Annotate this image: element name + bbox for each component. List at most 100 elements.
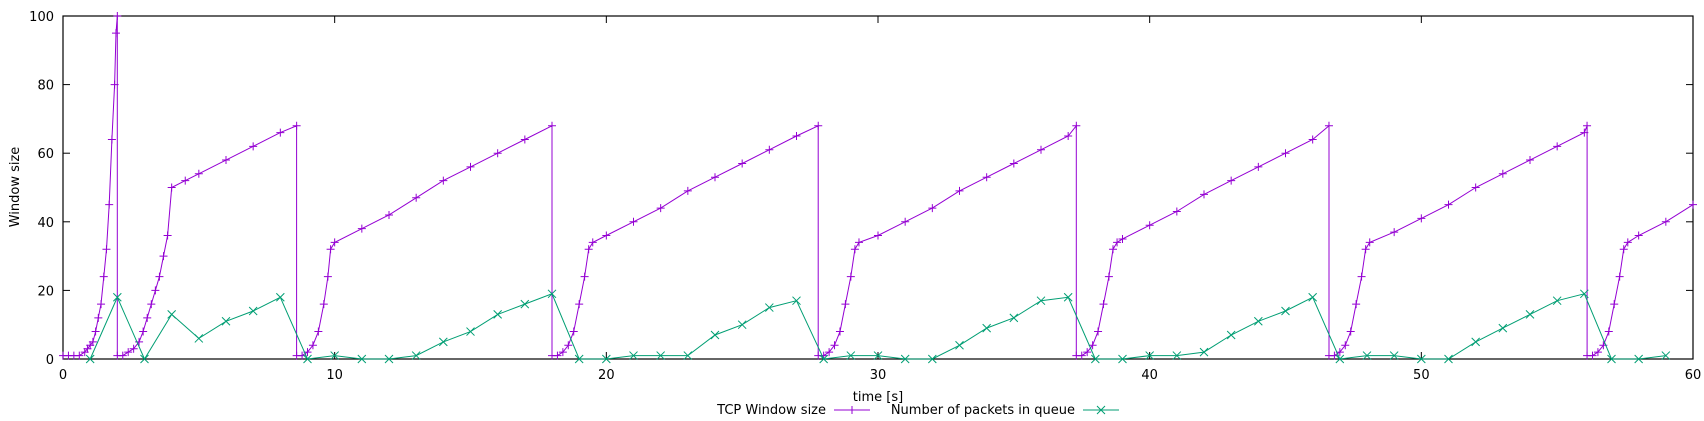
x-axis-label: time [s] [853, 390, 903, 405]
legend: TCP Window size Number of packets in queu… [716, 403, 1119, 418]
data-point [1615, 272, 1624, 281]
data-point [314, 327, 323, 336]
data-point [1416, 354, 1426, 364]
data-point [1094, 327, 1103, 336]
data-point [629, 351, 638, 360]
data-point [85, 354, 95, 364]
legend-label: Number of packets in queue [891, 403, 1075, 418]
data-point [493, 310, 503, 319]
data-point [1552, 296, 1562, 306]
data-point [303, 354, 312, 364]
data-point [493, 149, 502, 158]
data-point [194, 334, 204, 343]
data-point [330, 238, 339, 247]
series-0 [59, 12, 1697, 360]
data-point [1172, 351, 1182, 360]
data-point [75, 351, 84, 360]
y-tick-label: 60 [37, 147, 54, 162]
data-point [411, 351, 421, 360]
data-point [91, 327, 100, 336]
data-point [1361, 245, 1370, 254]
data-point [1145, 351, 1155, 360]
data-point [1036, 296, 1046, 306]
data-point [955, 186, 964, 195]
data-point [1526, 156, 1534, 165]
data-point [466, 327, 475, 336]
data-point [520, 299, 530, 309]
data-point [928, 204, 937, 213]
data-point [1593, 348, 1602, 357]
data-point [118, 351, 127, 360]
data-point [602, 231, 611, 240]
data-point [1064, 132, 1073, 141]
x-tick-label: 30 [870, 368, 887, 383]
data-point [1113, 238, 1122, 247]
data-point [547, 289, 557, 299]
data-point [982, 323, 992, 333]
data-point [575, 300, 584, 309]
data-point [850, 245, 859, 254]
data-point [163, 231, 172, 240]
data-point [841, 300, 850, 309]
series-1 [85, 289, 1671, 364]
data-point [94, 313, 103, 322]
data-point [357, 224, 366, 233]
data-point [1357, 272, 1366, 281]
data-point [1341, 341, 1350, 350]
data-point [1689, 200, 1697, 209]
y-tick-label: 80 [37, 79, 54, 94]
data-point [558, 348, 567, 357]
data-point [167, 310, 177, 319]
data-point [113, 12, 122, 20]
data-point [167, 183, 176, 192]
data-point [466, 162, 475, 171]
data-point [1254, 162, 1263, 171]
data-point [384, 354, 394, 364]
data-point [292, 121, 301, 130]
data-point [1471, 337, 1481, 347]
data-point [249, 142, 258, 151]
data-point [1346, 327, 1355, 336]
data-point [308, 341, 317, 350]
data-point [111, 29, 120, 38]
data-point [1634, 354, 1644, 364]
data-point [1661, 217, 1670, 226]
data-point [982, 173, 991, 182]
data-point [319, 300, 328, 309]
data-point [1498, 323, 1508, 333]
data-point [1335, 354, 1345, 364]
plot-frame [62, 15, 1694, 360]
data-point [222, 156, 230, 165]
x-tick-label: 10 [326, 368, 343, 383]
data-point [1390, 228, 1399, 237]
data-point [584, 245, 593, 254]
data-point [738, 159, 747, 168]
data-point [155, 272, 164, 281]
data-point [439, 176, 448, 185]
data-point [683, 186, 692, 195]
data-point [854, 238, 863, 247]
data-point [1145, 221, 1154, 230]
data-point [159, 252, 168, 261]
data-point [330, 351, 340, 360]
data-point [835, 327, 844, 336]
data-point [553, 351, 562, 360]
data-point [1389, 351, 1399, 360]
data-point [1623, 238, 1632, 247]
data-point [830, 341, 839, 350]
data-point [1009, 159, 1018, 168]
data-point [1444, 200, 1453, 209]
data-point [737, 320, 747, 330]
data-point [99, 272, 108, 281]
tick-labels: 0 10 20 30 40 50 60 0 20 40 60 80 100 [29, 10, 1701, 383]
data-point [520, 135, 529, 144]
data-point [1580, 128, 1589, 137]
y-tick-label: 40 [37, 216, 54, 231]
data-point [764, 303, 774, 312]
data-point [765, 145, 774, 154]
data-point [629, 217, 638, 226]
data-point [1172, 207, 1181, 216]
data-point [105, 200, 114, 209]
data-point [1200, 190, 1208, 199]
